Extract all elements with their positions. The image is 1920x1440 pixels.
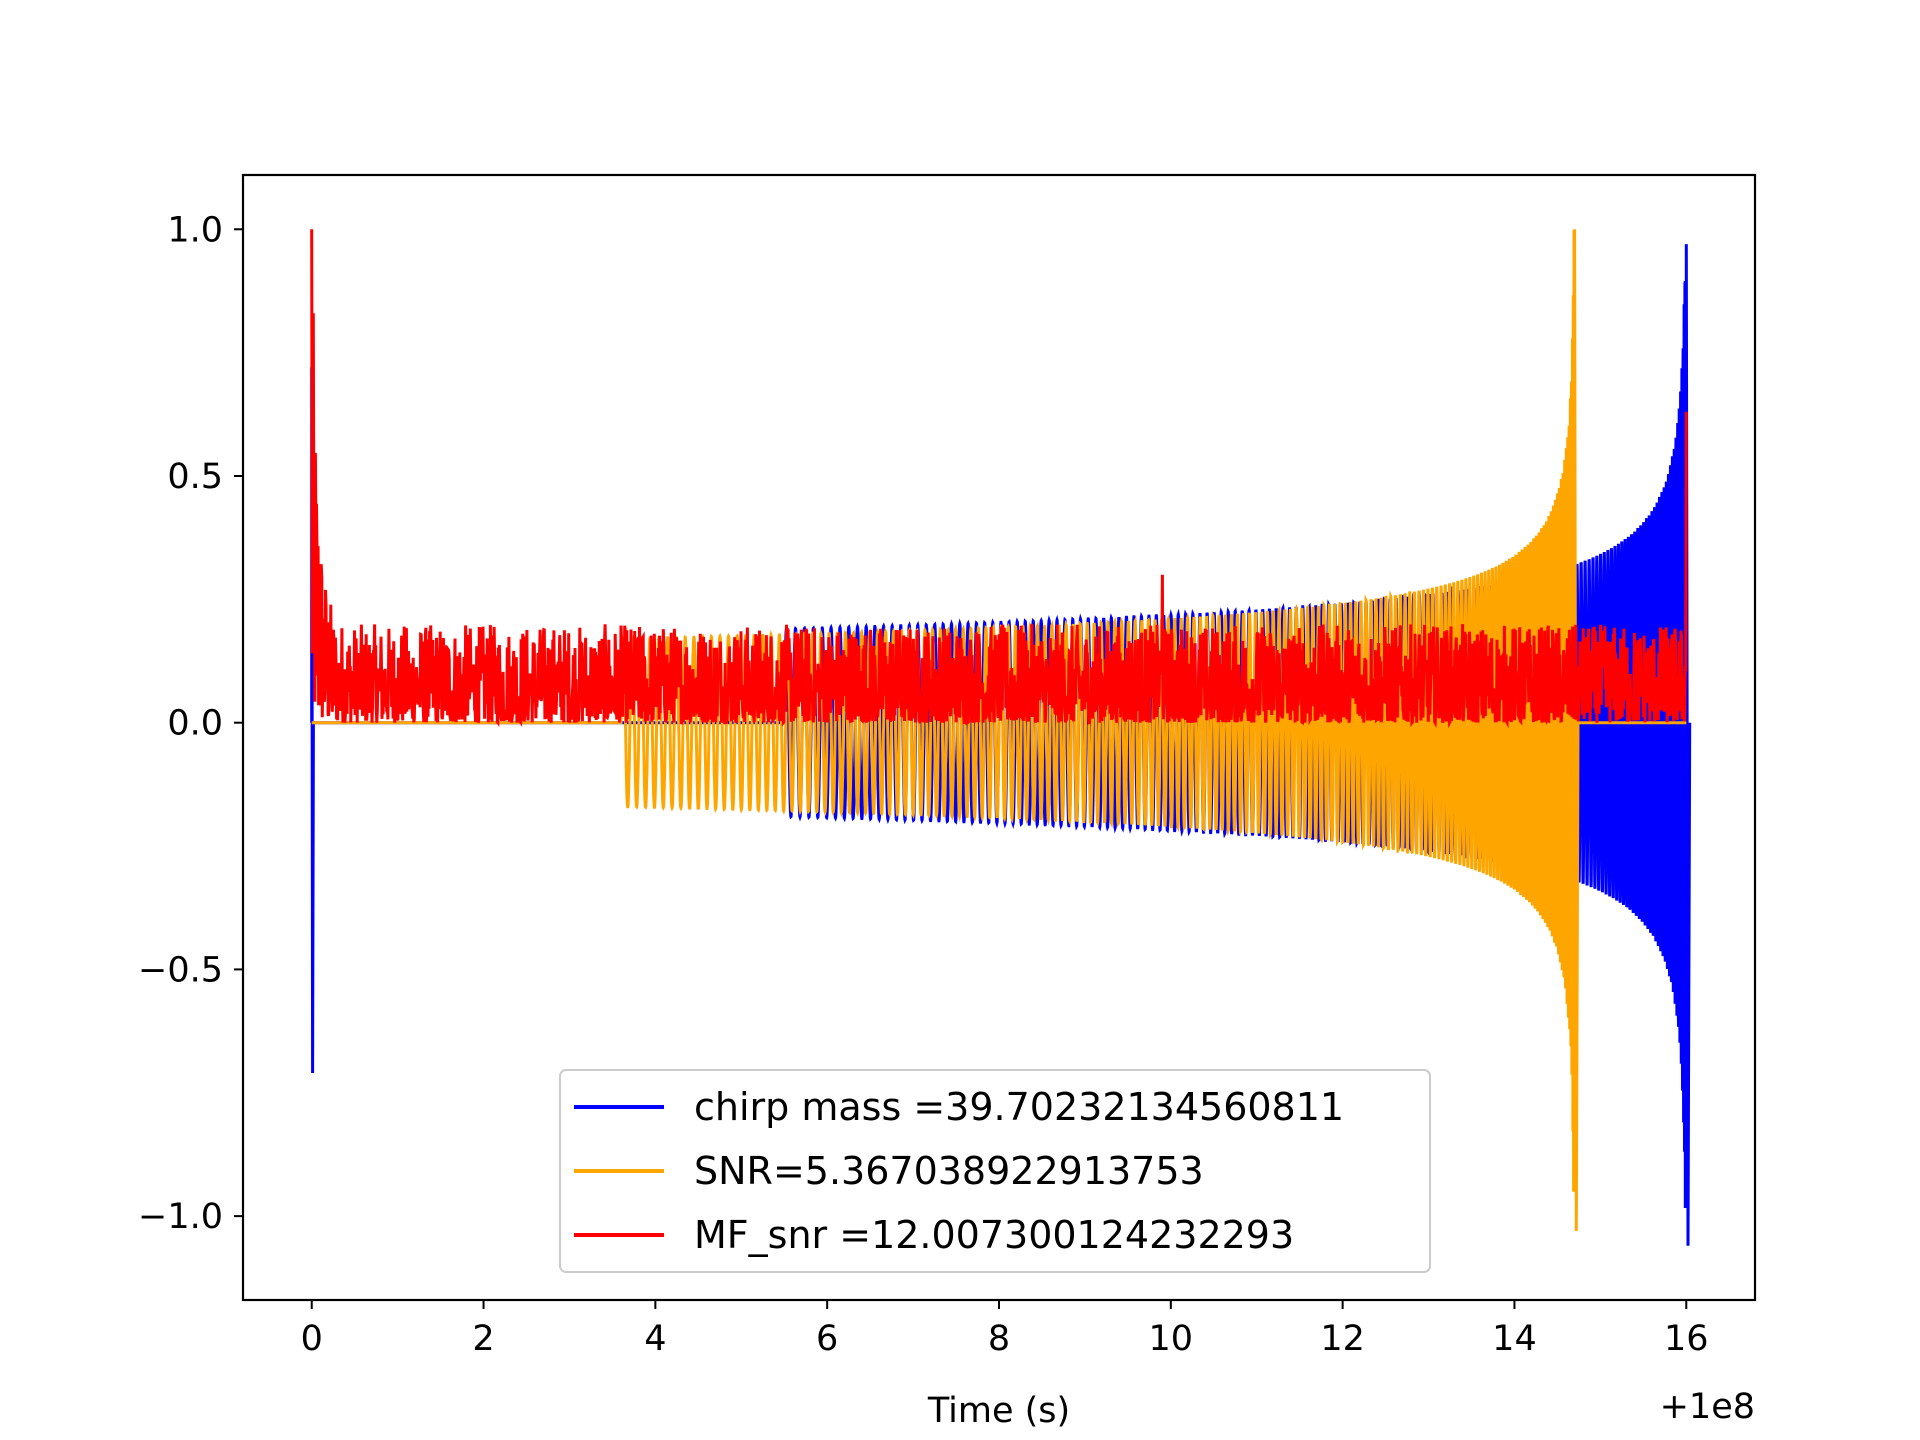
x-tick-label: 6 [816, 1319, 838, 1359]
y-tick-label: 0.5 [167, 457, 223, 497]
x-tick-label: 14 [1492, 1319, 1537, 1359]
x-axis: 0 2 4 6 8 10 12 14 16 [301, 1300, 1709, 1359]
legend: chirp mass =39.70232134560811 SNR=5.36703… [559, 1069, 1431, 1273]
legend-entry: MF_snr =12.007300124232293 [694, 1213, 1294, 1257]
x-axis-label: Time (s) [927, 1391, 1070, 1431]
y-tick-label: 1.0 [167, 210, 223, 250]
y-tick-label: 0.0 [167, 704, 223, 744]
series-layer [310, 229, 1692, 1246]
x-tick-label: 4 [644, 1319, 666, 1359]
legend-box [559, 1069, 1431, 1273]
legend-entry: chirp mass =39.70232134560811 [694, 1085, 1344, 1129]
x-tick-label: 8 [988, 1319, 1010, 1359]
y-axis: −1.0 −0.5 0.0 0.5 1.0 [138, 210, 243, 1237]
y-tick-label: −0.5 [138, 950, 223, 990]
x-offset-label: +1e8 [1660, 1387, 1755, 1427]
x-tick-label: 0 [301, 1319, 323, 1359]
legend-entry: SNR=5.367038922913753 [694, 1149, 1204, 1193]
x-tick-label: 10 [1149, 1319, 1194, 1359]
series-mf-snr-line [310, 229, 1688, 729]
x-tick-label: 16 [1664, 1319, 1709, 1359]
series-snr-line [311, 229, 1687, 1231]
x-tick-label: 12 [1320, 1319, 1365, 1359]
y-tick-label: −1.0 [138, 1197, 223, 1237]
x-tick-label: 2 [472, 1319, 494, 1359]
